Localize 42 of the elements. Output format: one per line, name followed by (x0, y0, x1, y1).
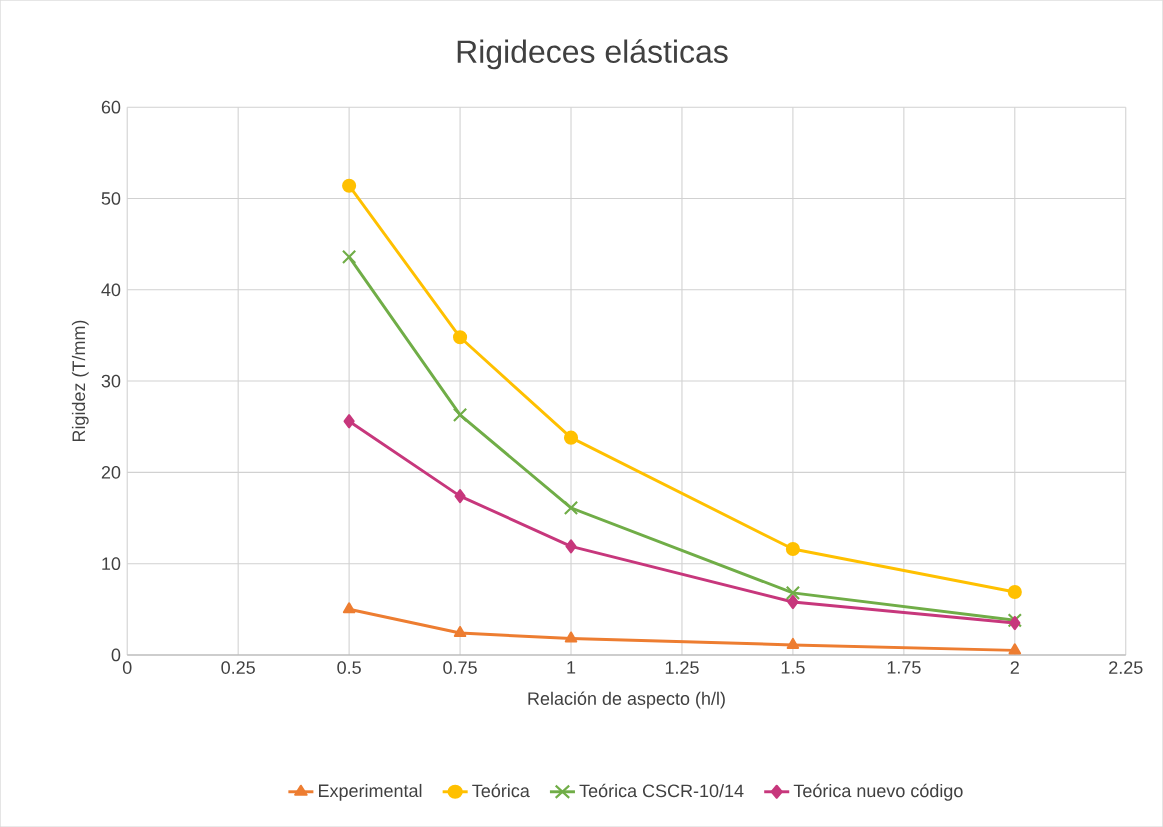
point (454, 488, 466, 504)
point (563, 430, 579, 445)
x-axis-title: Relación de aspecto (h/l) (528, 691, 725, 709)
point (341, 249, 357, 265)
y-tick-label: 50 (101, 192, 121, 205)
point (787, 594, 799, 610)
chart-title: Rigideces elásticas (457, 39, 728, 70)
point (1008, 643, 1022, 655)
x-tick-label: 2 (1010, 661, 1019, 674)
x-tick-label: 1.5 (781, 661, 805, 674)
y-tick-label: 10 (102, 557, 121, 570)
point (1007, 584, 1022, 599)
x-tick-label: 0 (122, 661, 132, 674)
x-tick-label: 1.25 (665, 661, 699, 674)
y-tick-label: 20 (101, 465, 121, 479)
x-tick-label: 2.25 (1109, 661, 1143, 674)
legend-label: Teórica nuevo código (793, 783, 963, 801)
y-tick-label: 60 (101, 100, 121, 114)
y-tick-label: 40 (101, 283, 121, 297)
point (452, 330, 468, 345)
point (786, 637, 800, 649)
point (453, 625, 467, 638)
y-tick-label: 30 (101, 374, 121, 388)
point (565, 539, 577, 554)
y-axis-title: Rigidez (T/mm) (71, 320, 89, 442)
legend-label: Teórica (472, 783, 530, 798)
point (342, 178, 357, 193)
x-tick-label: 1.75 (887, 661, 921, 674)
point (564, 631, 578, 643)
x-tick-label: 0.5 (337, 661, 361, 674)
legend-label: Teórica CSCR-10/14 (579, 783, 744, 798)
point (452, 407, 468, 422)
point (342, 602, 356, 614)
x-tick-label: 0.25 (221, 661, 255, 674)
point (563, 500, 579, 516)
x-tick-label: 1 (567, 661, 576, 674)
x-tick-label: 0.75 (443, 661, 477, 674)
point (785, 541, 800, 557)
legend-label: Experimental (319, 783, 422, 801)
point (343, 414, 355, 429)
point (785, 585, 801, 601)
y-tick-label: 0 (111, 648, 121, 662)
